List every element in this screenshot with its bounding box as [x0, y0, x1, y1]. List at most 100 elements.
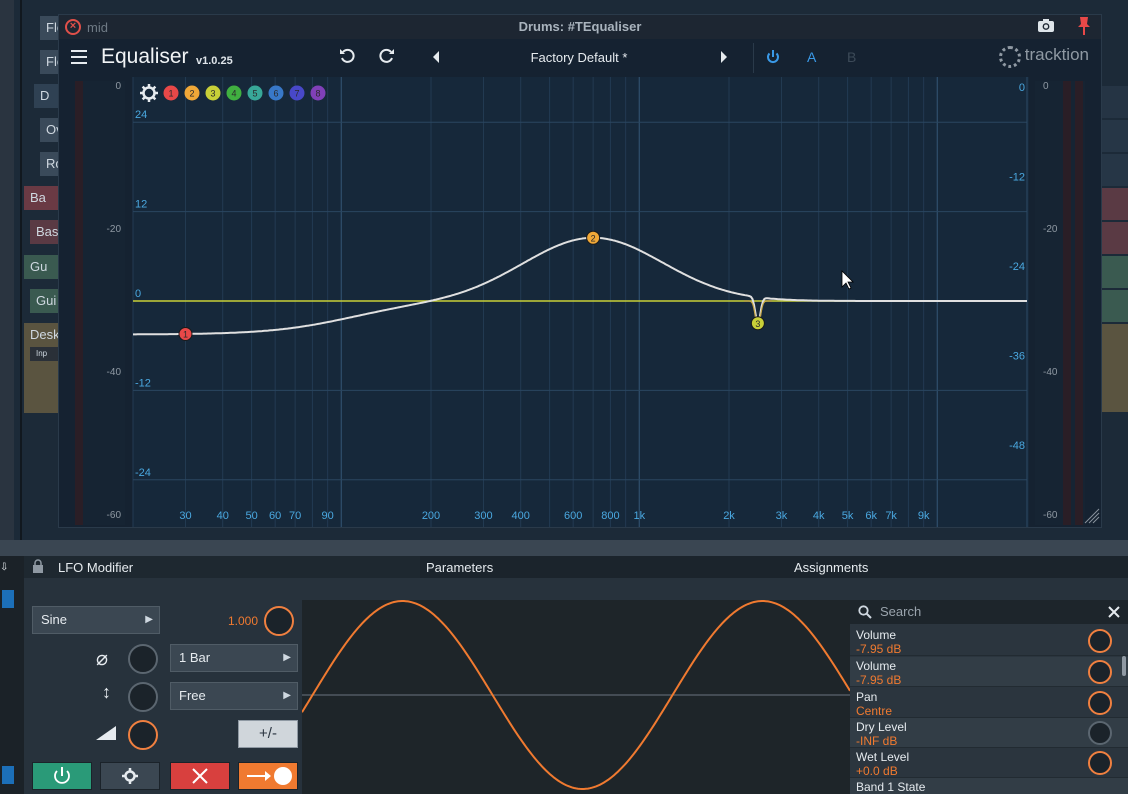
right-meter-bar — [1063, 81, 1071, 525]
lfo-power-button[interactable] — [32, 762, 92, 790]
search-input[interactable]: Search — [880, 604, 922, 619]
param-name: Volume — [856, 659, 897, 673]
band-8-selector[interactable] — [310, 85, 326, 101]
scrollbar[interactable] — [1122, 656, 1126, 676]
download-icon[interactable]: ⇩ — [0, 562, 9, 573]
band-3-selector[interactable] — [205, 85, 221, 101]
side-button[interactable] — [2, 590, 14, 608]
band-6-selector[interactable] — [268, 85, 284, 101]
eq-node-1[interactable] — [178, 326, 193, 341]
polarity-button[interactable]: +/- — [238, 720, 298, 748]
input-label: Inp — [30, 347, 58, 361]
meter-scale-label: -60 — [1043, 510, 1058, 521]
sync-select[interactable]: Free ▶ — [170, 682, 298, 710]
right-meter-bar — [1075, 81, 1083, 525]
lfo-delete-button[interactable] — [170, 762, 230, 790]
eq-graph[interactable]: 24120-12-240-12-24-36-480-20-40-600-20-4… — [59, 77, 1101, 527]
param-value: Centre — [856, 704, 893, 718]
band-5-selector[interactable] — [247, 85, 263, 101]
plugin-title: Equaliser — [101, 45, 189, 68]
frequency-label: 800 — [601, 510, 619, 522]
chevron-right-icon: ▶ — [145, 614, 153, 625]
param-value: -7.95 dB — [856, 642, 902, 656]
title-bar[interactable]: × mid Drums: #TEqualiser — [59, 15, 1101, 39]
plugin-version: v1.0.25 — [196, 55, 233, 67]
eq-node-3[interactable] — [750, 316, 765, 331]
param-knob[interactable] — [1088, 629, 1112, 653]
param-name: Pan — [856, 690, 878, 704]
frequency-label: 60 — [269, 510, 281, 522]
meter-scale-label: -40 — [1043, 367, 1058, 378]
offset-knob[interactable] — [128, 682, 158, 712]
resize-grip-icon[interactable] — [1084, 508, 1100, 524]
depth-knob[interactable] — [264, 606, 294, 636]
window-title: Drums: #TEqualiser — [518, 19, 642, 34]
column-divider — [20, 0, 22, 540]
pin-icon[interactable] — [1077, 16, 1091, 36]
phase-knob[interactable] — [128, 644, 158, 674]
frequency-label: 3k — [776, 510, 788, 522]
db-scale-label: -24 — [1009, 261, 1025, 273]
previous-preset-icon[interactable] — [431, 49, 441, 69]
lfo-assign-button[interactable] — [238, 762, 298, 790]
next-preset-icon[interactable] — [719, 49, 729, 69]
band-2-selector-label: 2 — [189, 89, 194, 99]
menu-icon[interactable] — [71, 50, 87, 64]
band-3-selector-label: 3 — [210, 89, 215, 99]
compare-a-button[interactable]: A — [807, 49, 817, 65]
param-row[interactable]: Band 1 State — [850, 778, 1128, 794]
gear-icon[interactable] — [140, 84, 158, 102]
param-row[interactable]: Volume -7.95 dB — [850, 657, 1128, 687]
meter-scale-label: -40 — [107, 367, 122, 378]
lfo-waveform-display — [301, 600, 851, 794]
undo-icon[interactable] — [339, 47, 355, 68]
param-knob[interactable] — [1088, 751, 1112, 775]
param-value: +0.0 dB — [856, 764, 898, 778]
band-7-selector[interactable] — [289, 85, 305, 101]
offset-icon: ↕ — [102, 682, 111, 702]
tab-assignments[interactable]: Assignments — [794, 560, 869, 575]
camera-icon[interactable] — [1037, 18, 1055, 38]
wave-type-select[interactable]: Sine ▶ — [32, 606, 160, 634]
band-4-selector[interactable] — [226, 85, 242, 101]
frequency-label: 600 — [564, 510, 582, 522]
param-knob[interactable] — [1088, 691, 1112, 715]
param-knob[interactable] — [1088, 721, 1112, 745]
meter-scale-label: -20 — [1043, 224, 1058, 235]
rate-select[interactable]: 1 Bar ▶ — [170, 644, 298, 672]
db-scale-label: -12 — [1009, 172, 1025, 184]
right-track-strip — [1102, 324, 1128, 412]
param-row[interactable]: Wet Level +0.0 dB — [850, 748, 1128, 778]
compare-b-button[interactable]: B — [847, 49, 857, 65]
param-name: Band 1 State — [856, 780, 926, 794]
left-level-meter — [75, 81, 125, 525]
band-4-selector-label: 4 — [231, 89, 236, 99]
eq-node-2[interactable] — [586, 230, 601, 245]
param-row[interactable]: Dry Level -INF dB — [850, 718, 1128, 748]
preset-name[interactable]: Factory Default * — [530, 50, 628, 65]
lfo-sine-wave — [301, 600, 851, 790]
gain-label: 0 — [135, 288, 141, 300]
search-icon — [858, 605, 872, 619]
band-2-selector[interactable] — [184, 85, 200, 101]
close-icon[interactable]: × — [65, 19, 81, 35]
power-icon[interactable] — [765, 49, 781, 70]
param-knob[interactable] — [1088, 660, 1112, 684]
param-name: Volume — [856, 628, 897, 642]
lock-icon[interactable] — [32, 559, 44, 573]
ramp-knob[interactable] — [128, 720, 158, 750]
clear-search-icon[interactable] — [1108, 606, 1120, 618]
right-track-strip — [1102, 256, 1128, 288]
tab-parameters[interactable]: Parameters — [426, 560, 494, 575]
band-1-selector[interactable] — [163, 85, 179, 101]
param-row[interactable]: Volume -7.95 dB — [850, 626, 1128, 656]
close-icon — [192, 768, 208, 784]
param-row[interactable]: Pan Centre — [850, 688, 1128, 718]
band-8-selector-label: 8 — [315, 89, 320, 99]
mouse-cursor — [841, 270, 854, 290]
side-button[interactable] — [2, 766, 14, 784]
lfo-settings-button[interactable] — [100, 762, 160, 790]
search-bar[interactable]: Search — [850, 600, 1128, 624]
redo-icon[interactable] — [379, 47, 395, 68]
